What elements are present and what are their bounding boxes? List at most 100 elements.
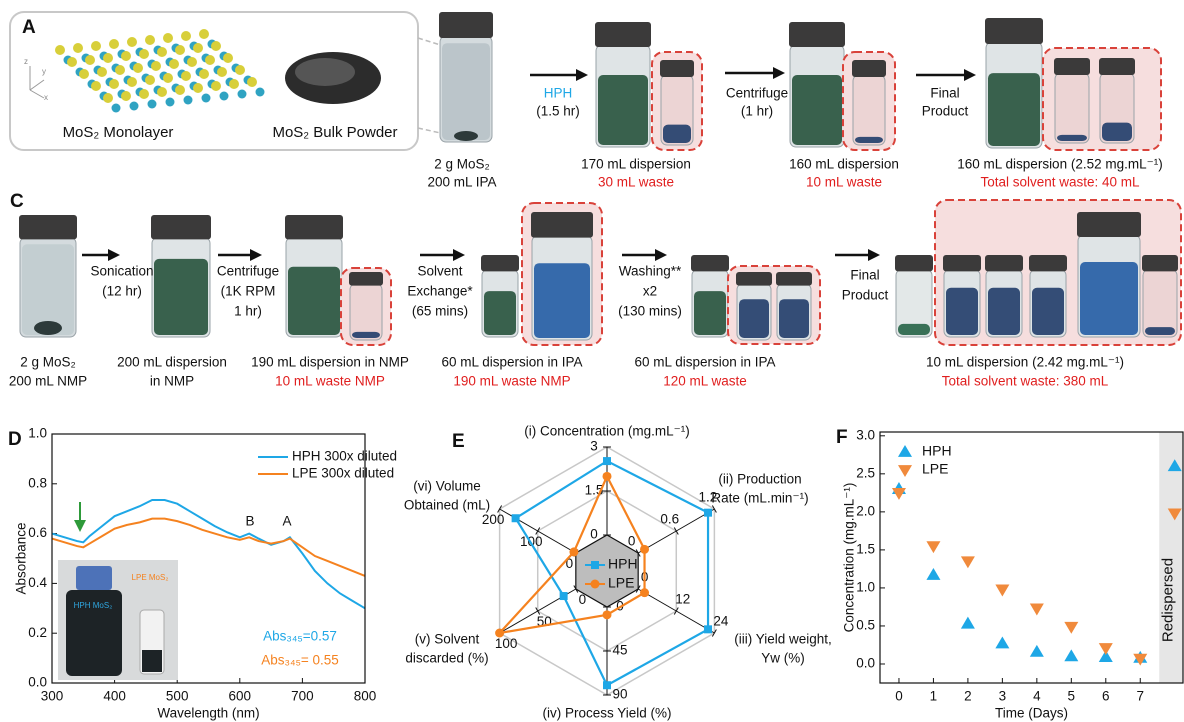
label: Centrifuge — [726, 86, 788, 101]
y-tick-label: 2.5 — [856, 465, 875, 480]
atom-mo — [148, 100, 157, 109]
inset-cap — [76, 566, 112, 590]
vial-cap — [691, 255, 729, 271]
vial-cap — [1077, 212, 1141, 237]
label: 190 mL dispersion in NMP — [251, 355, 409, 370]
label: 30 mL waste — [598, 175, 674, 190]
label: Centrifuge — [217, 264, 279, 279]
label: 160 mL dispersion — [789, 157, 899, 172]
label: 1 hr) — [234, 304, 262, 319]
atom-s — [79, 69, 89, 79]
vial-liquid — [988, 288, 1020, 335]
vial-cap — [736, 272, 772, 286]
panel-label: C — [10, 191, 24, 212]
y-tick-label: 0.8 — [28, 475, 47, 490]
atom-s — [145, 75, 155, 85]
x-tick-label: 500 — [166, 689, 189, 704]
atom-s — [205, 55, 215, 65]
marker — [640, 588, 649, 597]
label: 2 g MoS₂ — [434, 157, 490, 172]
vial-cap — [852, 60, 886, 77]
label: 120 mL waste — [663, 374, 747, 389]
vial-liquid — [1080, 262, 1138, 335]
legend-label: LPE 300x diluted — [292, 466, 394, 481]
axis-label: Rate (mL.min⁻¹) — [711, 491, 808, 506]
label: (12 hr) — [102, 284, 142, 299]
monolayer-label: MoS₂ Monolayer — [63, 124, 174, 141]
axis-label: (iii) Yield weight, — [734, 632, 832, 647]
inset-label: HPH MoS₂ — [74, 601, 113, 610]
axis-label: (i) Concentration (mg.mL⁻¹) — [524, 424, 689, 439]
atom-mo — [256, 88, 265, 97]
vial-cap — [439, 12, 493, 38]
label: Sonication — [90, 264, 153, 279]
marker — [1064, 622, 1078, 634]
label: Product — [922, 104, 969, 119]
figure: A MoS₂ Monolayer MoS₂ Bulk Powder z y x … — [0, 0, 1184, 722]
vial-liquid — [1057, 135, 1087, 141]
label: 190 mL waste NMP — [453, 374, 570, 389]
x-axis-label: Wavelength (nm) — [157, 706, 259, 721]
vial-liquid — [534, 263, 590, 338]
atom-s — [151, 61, 161, 71]
atom-s — [85, 55, 95, 65]
atom-s — [73, 43, 83, 53]
label: 170 mL dispersion — [581, 157, 691, 172]
x-tick-label: 700 — [291, 689, 314, 704]
legend-marker — [591, 580, 600, 589]
atom-s — [127, 37, 137, 47]
tick-label: 90 — [612, 687, 627, 702]
label: Exchange* — [407, 284, 473, 299]
marker — [603, 610, 612, 619]
atom-s — [181, 31, 191, 41]
vial-body — [853, 75, 885, 145]
x-tick-label: 300 — [41, 689, 64, 704]
atom-s — [211, 41, 221, 51]
label: Total solvent waste: 40 mL — [980, 175, 1140, 190]
vial-liquid — [779, 299, 809, 338]
marker — [569, 547, 578, 556]
inset-label: LPE MoS₂ — [132, 573, 169, 582]
tick-label: 200 — [482, 512, 505, 527]
legend-label: LPE — [608, 575, 634, 591]
atom-s — [145, 35, 155, 45]
y-tick-label: 0.6 — [28, 525, 47, 540]
atom-s — [199, 29, 209, 39]
atom-s — [109, 79, 119, 89]
atom-s — [163, 33, 173, 43]
panel-label: F — [836, 427, 848, 448]
atom-mo — [220, 92, 229, 101]
atom-s — [55, 45, 65, 55]
vial-cap — [985, 255, 1023, 271]
x-tick-label: 0 — [895, 689, 903, 704]
vial-liquid — [484, 291, 516, 335]
vial-liquid — [154, 259, 208, 335]
y-tick-label: 1.0 — [28, 426, 47, 441]
x-tick-label: 6 — [1102, 689, 1110, 704]
tick-label: 0 — [590, 527, 598, 542]
powder — [34, 321, 62, 335]
y-tick-label: 1.0 — [856, 579, 875, 594]
peak-label: B — [245, 514, 254, 529]
y-tick-label: 0.0 — [856, 656, 875, 671]
x-tick-label: 3 — [999, 689, 1007, 704]
atom-s — [187, 57, 197, 67]
marker — [995, 585, 1009, 597]
vial-body — [350, 284, 382, 340]
atom-s — [247, 77, 257, 87]
tick-label: 100 — [520, 534, 543, 549]
atom-s — [121, 51, 131, 61]
atom-s — [91, 41, 101, 51]
marker — [961, 556, 975, 568]
vial-cap — [1099, 58, 1135, 75]
y-tick-label: 0.2 — [28, 625, 47, 640]
atom-s — [91, 81, 101, 91]
arrow-head — [655, 249, 667, 261]
vial-liquid — [598, 75, 648, 145]
vial-cap — [776, 272, 812, 286]
label: 2 g MoS₂ — [20, 355, 76, 370]
band-label: Redispersed — [1160, 558, 1177, 642]
legend-label: HPH 300x diluted — [292, 449, 397, 464]
vial-body — [1143, 269, 1177, 337]
atom-s — [211, 81, 221, 91]
